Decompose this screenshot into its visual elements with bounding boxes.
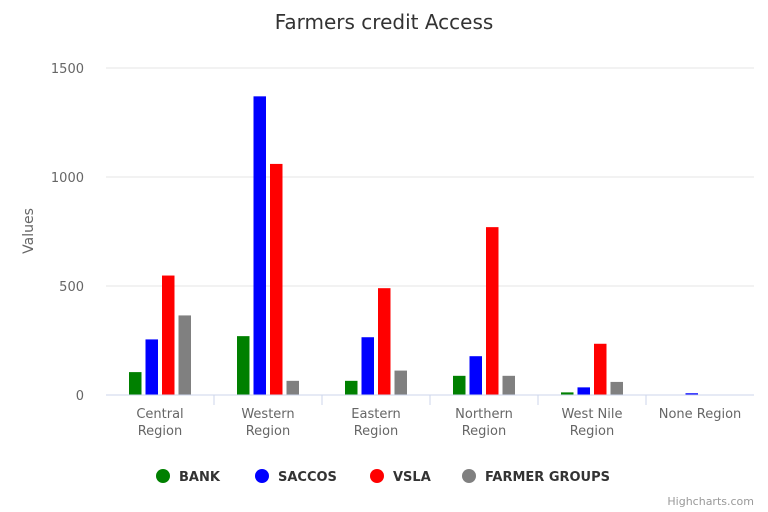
bar-saccos[interactable]	[469, 356, 483, 395]
x-category-label: Northern Region	[455, 407, 513, 439]
category-label-line: Central	[136, 407, 183, 422]
category-label-line: West Nile	[561, 407, 622, 422]
legend-item-farmer-groups[interactable]: FARMER GROUPS	[462, 469, 610, 485]
category-label-line: Region	[462, 424, 507, 439]
bar-farmer-groups[interactable]	[394, 370, 408, 395]
bar-bank[interactable]	[453, 375, 466, 395]
y-axis-tick-labels: 0 500 1000 1500	[51, 62, 84, 404]
y-tick-label: 1500	[51, 62, 84, 77]
legend[interactable]: BANK SACCOS VSLA FARMER GROUPS	[156, 469, 610, 485]
x-category-label: None Region	[659, 407, 742, 422]
x-category-label: Central Region	[136, 407, 183, 439]
category-label-line: Eastern	[351, 407, 400, 422]
category-label-line: Region	[354, 424, 399, 439]
bar-bank[interactable]	[237, 336, 250, 395]
bar-bank[interactable]	[345, 380, 358, 395]
category-label-line: Western	[241, 407, 294, 422]
category-label-line: Region	[246, 424, 291, 439]
y-tick-label: 1000	[51, 171, 84, 186]
bar-saccos[interactable]	[361, 337, 375, 395]
bar-vsla[interactable]	[594, 343, 607, 395]
x-category-label: Eastern Region	[351, 407, 400, 439]
bar-farmer-groups[interactable]	[178, 315, 192, 395]
bar-saccos[interactable]	[253, 96, 267, 395]
bar-farmer-groups[interactable]	[286, 380, 300, 395]
x-axis-tick-marks	[213, 395, 647, 405]
category-label-line: Region	[570, 424, 615, 439]
category-label-line: Northern	[455, 407, 513, 422]
bar-saccos[interactable]	[577, 387, 591, 395]
category-label-line: None Region	[659, 407, 742, 422]
bar-vsla[interactable]	[486, 227, 499, 395]
bar-bank[interactable]	[129, 372, 142, 395]
bar-saccos[interactable]	[685, 393, 699, 395]
y-tick-label: 500	[59, 280, 84, 295]
grid-lines	[106, 67, 754, 287]
y-tick-label: 0	[76, 389, 84, 404]
bar-vsla[interactable]	[270, 163, 283, 395]
bar-vsla[interactable]	[162, 275, 175, 395]
bar-bank[interactable]	[561, 392, 574, 395]
legend-label: BANK	[179, 470, 221, 485]
bars	[129, 96, 698, 395]
legend-label: SACCOS	[278, 470, 337, 485]
legend-marker	[156, 469, 170, 483]
x-category-label: West Nile Region	[561, 407, 622, 439]
credits-link[interactable]: Highcharts.com	[667, 495, 754, 508]
bar-saccos[interactable]	[145, 339, 159, 395]
legend-label: FARMER GROUPS	[485, 470, 610, 485]
chart-title: Farmers credit Access	[275, 10, 494, 34]
legend-item-vsla[interactable]: VSLA	[370, 469, 431, 485]
legend-marker	[370, 469, 384, 483]
legend-marker	[462, 469, 476, 483]
legend-item-bank[interactable]: BANK	[156, 469, 221, 485]
category-label-line: Region	[138, 424, 183, 439]
x-category-label: Western Region	[241, 407, 294, 439]
y-axis-title: Values	[21, 208, 37, 254]
legend-marker	[255, 469, 269, 483]
bar-vsla[interactable]	[378, 288, 391, 395]
legend-label: VSLA	[393, 470, 431, 485]
legend-item-saccos[interactable]: SACCOS	[255, 469, 337, 485]
bar-farmer-groups[interactable]	[502, 375, 516, 395]
bar-farmer-groups[interactable]	[610, 381, 624, 395]
